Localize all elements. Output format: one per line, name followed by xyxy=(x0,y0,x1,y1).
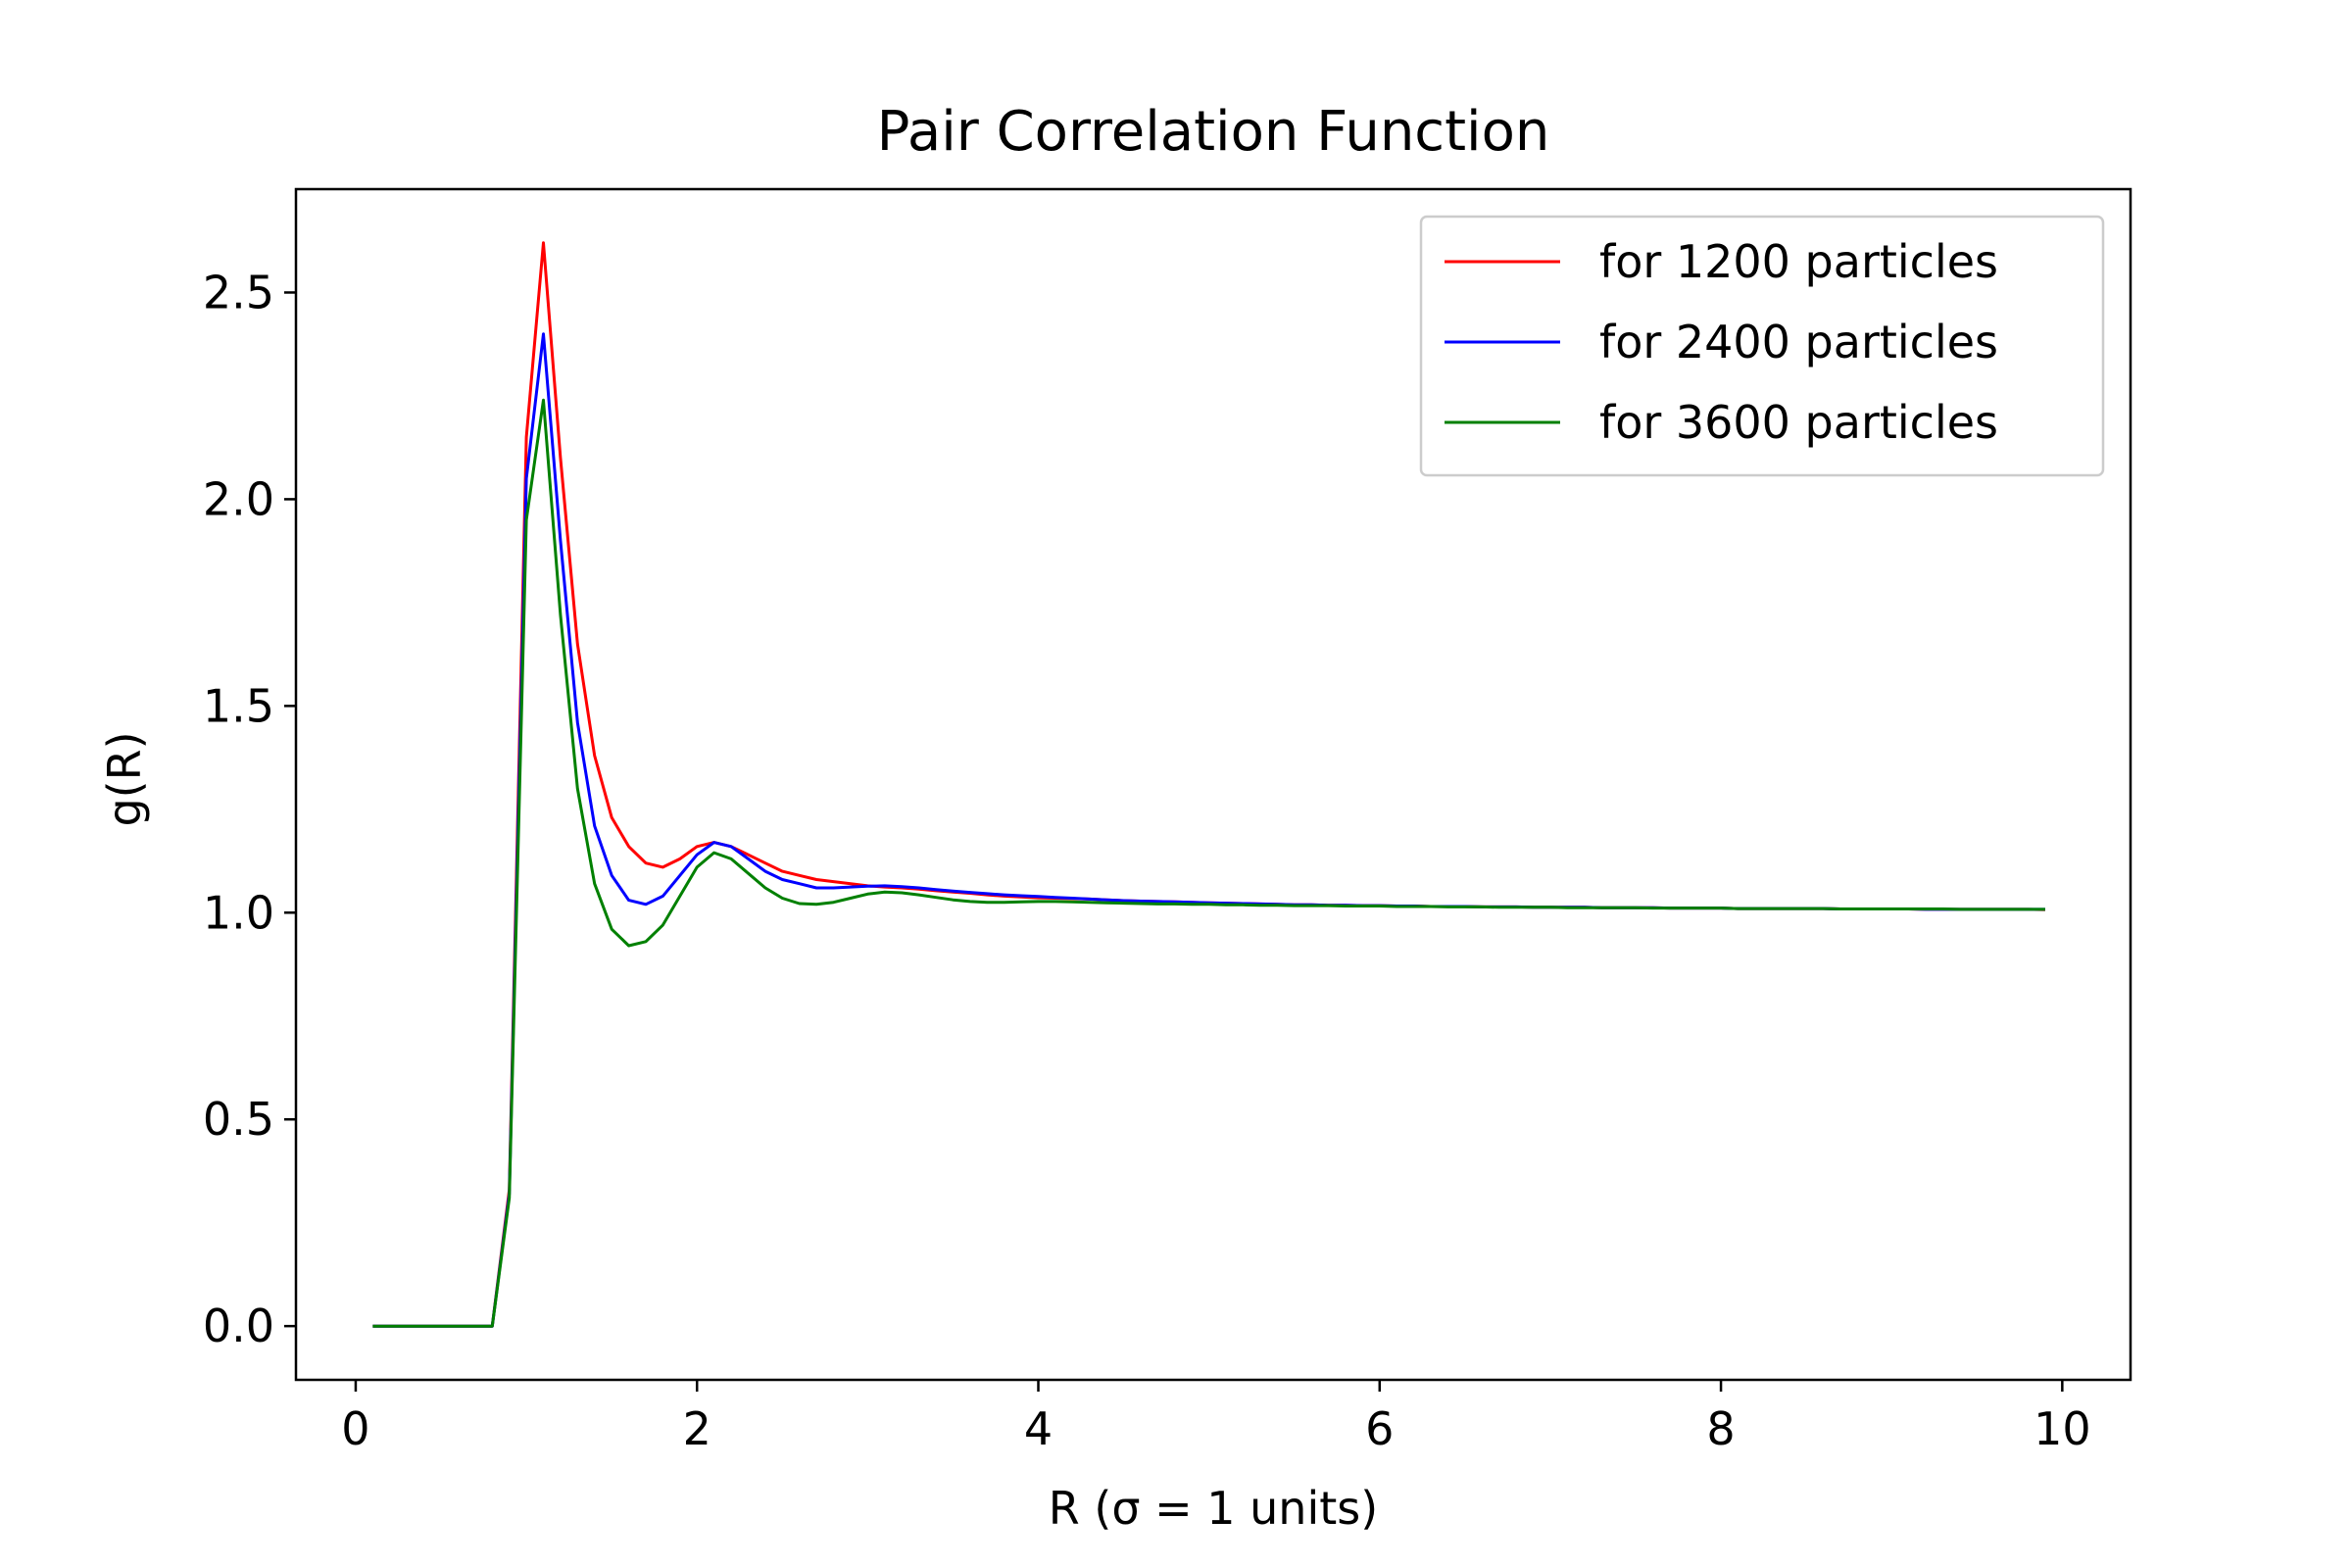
legend: for 1200 particles for 2400 particles for … xyxy=(1419,215,2105,477)
y-tick-label: 2.0 xyxy=(203,472,274,525)
x-tick-label: 6 xyxy=(1365,1402,1394,1455)
y-axis-title: g(R) xyxy=(98,731,151,826)
y-tick-label: 1.0 xyxy=(203,886,274,939)
plot-frame xyxy=(294,187,2132,1382)
legend-frame xyxy=(1419,215,2105,477)
x-axis-title: R (σ = 1 units) xyxy=(1049,1482,1378,1535)
x-tick-label: 4 xyxy=(1024,1402,1053,1455)
x-tick-label: 8 xyxy=(1706,1402,1735,1455)
chart-title: Pair Correlation Function xyxy=(877,100,1550,164)
x-tick-label: 0 xyxy=(341,1402,369,1455)
plot-area xyxy=(294,187,2132,1382)
legend-label-2: for 2400 particles xyxy=(1599,316,1998,368)
series-group xyxy=(372,241,2045,1328)
y-axis-ticks: 0.0 0.5 1.0 1.5 2.0 2.5 xyxy=(203,266,296,1352)
legend-label-1: for 1200 particles xyxy=(1599,235,1998,288)
series-line-3 xyxy=(372,398,2045,1328)
y-tick-label: 0.5 xyxy=(203,1093,274,1146)
y-tick-label: 1.5 xyxy=(203,679,274,732)
y-tick-label: 2.5 xyxy=(203,266,274,318)
x-tick-label: 2 xyxy=(683,1402,711,1455)
y-tick-label: 0.0 xyxy=(203,1299,274,1352)
legend-label-3: for 3600 particles xyxy=(1599,396,1998,449)
x-tick-label: 10 xyxy=(2034,1402,2091,1455)
x-axis-ticks: 0 2 4 6 8 10 xyxy=(341,1380,2091,1455)
